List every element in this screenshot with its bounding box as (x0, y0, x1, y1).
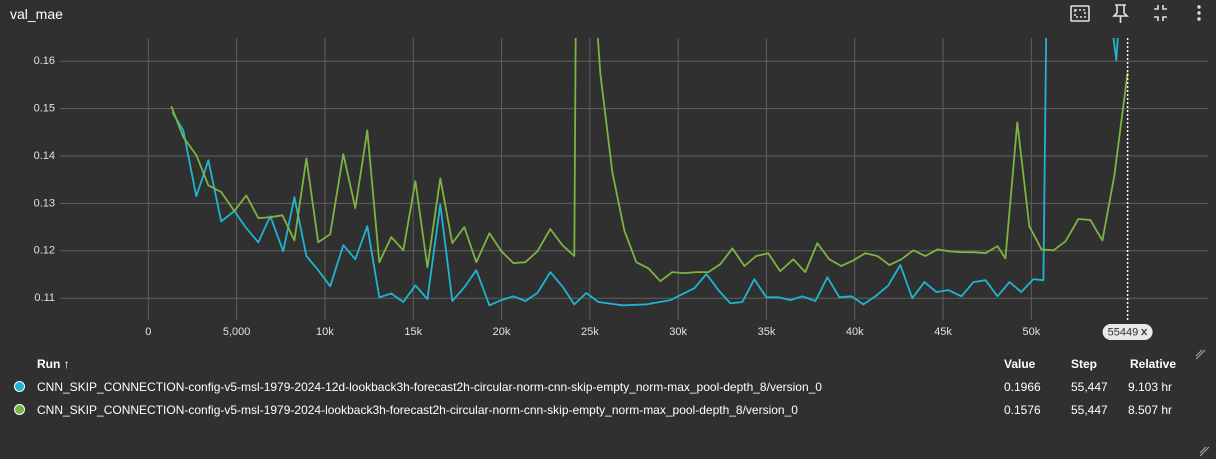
x-tick-label: 0 (145, 326, 151, 338)
x-tick-label: 15k (404, 326, 422, 338)
toolbar (1070, 4, 1201, 23)
x-tick-label: 20k (493, 326, 511, 338)
table-row: CNN_SKIP_CONNECTION-config-v5-msl-1979-2… (0, 375, 1216, 398)
y-tick-label: 0.16 (34, 55, 55, 67)
value-cell: 0.1966 (1004, 380, 1041, 394)
step-cell: 55,447 (1071, 380, 1108, 394)
collapse-button[interactable] (1154, 5, 1167, 21)
run-color-dot (14, 404, 25, 415)
plot-lines (170, 38, 1129, 307)
run-color-dot (14, 381, 25, 392)
data-table: Run ↑ Value Step Relative CNN_SKIP_CONNE… (0, 352, 1216, 421)
x-tick-label: 30k (669, 326, 687, 338)
y-tick-label: 0.15 (34, 103, 55, 115)
chip-close (1141, 328, 1148, 336)
relative-cell: 8.507 hr (1128, 403, 1173, 417)
chip-bg (1102, 324, 1153, 340)
series-line (170, 38, 1129, 282)
y-tick-label: 0.11 (34, 292, 55, 304)
relative-header: Relative (1130, 357, 1177, 371)
series-line (171, 38, 1119, 307)
resize-handle[interactable] (1199, 446, 1210, 457)
cursor-chip[interactable]: 55449 (1102, 324, 1153, 340)
table-header: Run ↑ Value Step Relative (0, 352, 1216, 375)
x-tick-label: 50k (1023, 326, 1041, 338)
run-name: CNN_SKIP_CONNECTION-config-v5-msl-1979-2… (37, 403, 798, 417)
run-header[interactable]: Run ↑ (37, 357, 70, 371)
x-tick-label: 40k (846, 326, 864, 338)
card-title: val_mae (10, 6, 63, 22)
x-tick-label: 35k (758, 326, 776, 338)
y-tick-label: 0.14 (34, 150, 55, 162)
step-cell: 55,447 (1071, 403, 1108, 417)
table-row: CNN_SKIP_CONNECTION-config-v5-msl-1979-2… (0, 398, 1216, 421)
y-tick-label: 0.12 (34, 245, 55, 257)
relative-cell: 9.103 hr (1128, 380, 1173, 394)
value-cell: 0.1576 (1004, 403, 1041, 417)
x-tick-label: 10k (316, 326, 334, 338)
step-header: Step (1071, 357, 1098, 371)
more-button[interactable] (1197, 5, 1201, 21)
value-header: Value (1004, 357, 1036, 371)
x-tick-label: 45k (934, 326, 952, 338)
run-name: CNN_SKIP_CONNECTION-config-v5-msl-1979-2… (37, 380, 822, 394)
x-tick-label: 25k (581, 326, 599, 338)
cursor-step-label: 55449 (1108, 326, 1139, 338)
resize-handle[interactable] (1195, 349, 1206, 360)
fit-domain-button[interactable] (1070, 5, 1090, 22)
y-tick-label: 0.13 (34, 197, 55, 209)
pin-button[interactable] (1112, 4, 1129, 23)
x-tick-label: 5,000 (223, 326, 251, 338)
